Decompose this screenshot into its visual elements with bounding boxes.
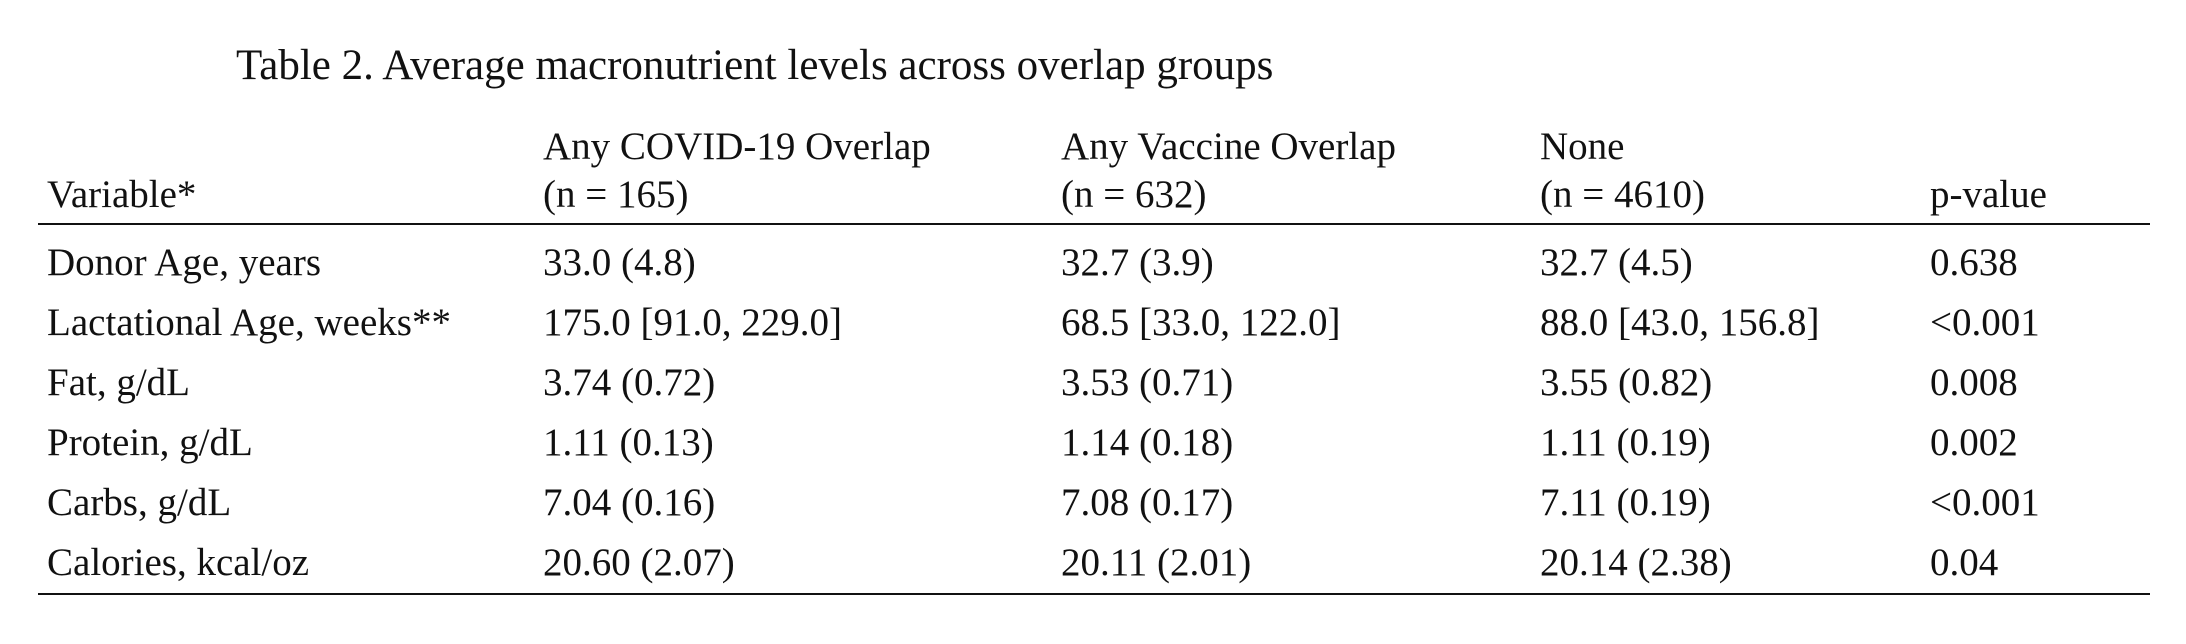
header-vaccine-overlap-label: Any Vaccine Overlap — [1061, 125, 1396, 168]
cell-vaccine-overlap: 68.5 [33.0, 122.0] — [1061, 301, 1341, 344]
cell-variable: Fat, g/dL — [47, 361, 190, 404]
header-vaccine-overlap: Any Vaccine Overlap (n = 632) — [1061, 123, 1396, 219]
cell-vaccine-overlap: 20.11 (2.01) — [1061, 541, 1252, 584]
data-table: Variable* Any COVID-19 Overlap (n = 165)… — [38, 123, 2150, 595]
table-row: Carbs, g/dL 7.04 (0.16) 7.08 (0.17) 7.11… — [38, 471, 2150, 531]
cell-variable: Donor Age, years — [47, 241, 322, 284]
cell-p-value: <0.001 — [1930, 481, 2040, 524]
cell-variable: Lactational Age, weeks** — [47, 301, 451, 344]
cell-covid-overlap: 175.0 [91.0, 229.0] — [543, 301, 842, 344]
cell-vaccine-overlap: 32.7 (3.9) — [1061, 241, 1214, 284]
cell-variable: Protein, g/dL — [47, 421, 253, 464]
cell-none: 3.55 (0.82) — [1540, 361, 1713, 404]
table-row: Fat, g/dL 3.74 (0.72) 3.53 (0.71) 3.55 (… — [38, 351, 2150, 411]
table-header-row: Variable* Any COVID-19 Overlap (n = 165)… — [38, 123, 2150, 225]
cell-vaccine-overlap: 7.08 (0.17) — [1061, 481, 1234, 524]
cell-vaccine-overlap: 1.14 (0.18) — [1061, 421, 1234, 464]
header-none-n: (n = 4610) — [1540, 173, 1705, 216]
cell-covid-overlap: 3.74 (0.72) — [543, 361, 716, 404]
header-p-value-label: p-value — [1930, 173, 2047, 216]
cell-none: 32.7 (4.5) — [1540, 241, 1693, 284]
header-variable: Variable* — [47, 171, 196, 219]
cell-p-value: 0.638 — [1930, 241, 2018, 284]
header-none-label: None — [1540, 125, 1625, 168]
cell-covid-overlap: 7.04 (0.16) — [543, 481, 716, 524]
header-vaccine-overlap-n: (n = 632) — [1061, 173, 1207, 216]
header-covid-overlap-label: Any COVID-19 Overlap — [543, 125, 931, 168]
header-p-value: p-value — [1930, 171, 2047, 219]
table-body: Donor Age, years 33.0 (4.8) 32.7 (3.9) 3… — [38, 225, 2150, 595]
cell-covid-overlap: 20.60 (2.07) — [543, 541, 735, 584]
cell-covid-overlap: 1.11 (0.13) — [543, 421, 714, 464]
cell-vaccine-overlap: 3.53 (0.71) — [1061, 361, 1234, 404]
cell-p-value: 0.04 — [1930, 541, 1999, 584]
cell-none: 1.11 (0.19) — [1540, 421, 1711, 464]
table-row: Calories, kcal/oz 20.60 (2.07) 20.11 (2.… — [38, 531, 2150, 591]
cell-variable: Carbs, g/dL — [47, 481, 232, 524]
cell-p-value: 0.008 — [1930, 361, 2018, 404]
table-row: Donor Age, years 33.0 (4.8) 32.7 (3.9) 3… — [38, 231, 2150, 291]
header-none: None (n = 4610) — [1540, 123, 1705, 219]
table-caption: Table 2. Average macronutrient levels ac… — [236, 42, 1274, 89]
header-variable-label: Variable* — [47, 173, 197, 216]
cell-variable: Calories, kcal/oz — [47, 541, 310, 584]
header-covid-overlap-n: (n = 165) — [543, 173, 689, 216]
cell-covid-overlap: 33.0 (4.8) — [543, 241, 696, 284]
cell-p-value: <0.001 — [1930, 301, 2040, 344]
cell-none: 7.11 (0.19) — [1540, 481, 1711, 524]
cell-none: 88.0 [43.0, 156.8] — [1540, 301, 1820, 344]
cell-none: 20.14 (2.38) — [1540, 541, 1732, 584]
table-row: Lactational Age, weeks** 175.0 [91.0, 22… — [38, 291, 2150, 351]
cell-p-value: 0.002 — [1930, 421, 2018, 464]
table-row: Protein, g/dL 1.11 (0.13) 1.14 (0.18) 1.… — [38, 411, 2150, 471]
header-covid-overlap: Any COVID-19 Overlap (n = 165) — [543, 123, 931, 219]
